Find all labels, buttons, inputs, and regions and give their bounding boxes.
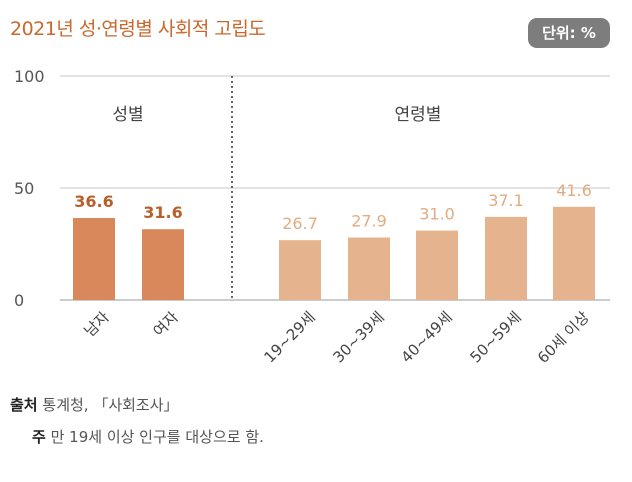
bar <box>553 206 595 300</box>
data-label: 27.9 <box>351 212 387 231</box>
bar <box>73 218 115 300</box>
data-label: 31.6 <box>143 203 182 222</box>
bar <box>348 237 390 300</box>
data-label: 31.0 <box>419 205 455 224</box>
group-label: 연령별 <box>395 105 442 125</box>
y-tick-label: 100 <box>14 67 45 86</box>
data-label: 37.1 <box>488 191 524 210</box>
note-text: 만 19세 이상 인구를 대상으로 함. <box>50 428 264 446</box>
bar <box>142 229 184 300</box>
x-tick-label: 40~49세 <box>397 308 455 366</box>
group-label: 성별 <box>112 105 143 125</box>
y-tick-label: 0 <box>14 291 24 310</box>
unit-badge: 단위: % <box>528 18 610 48</box>
bar <box>416 230 458 300</box>
x-tick-label: 여자 <box>150 308 182 340</box>
note-line: 주 만 19세 이상 인구를 대상으로 함. <box>32 426 264 447</box>
source-line: 출처 통계청, 「사회조사」 <box>10 394 179 415</box>
chart-title: 2021년 성·연령별 사회적 고립도 <box>10 18 266 40</box>
y-tick-label: 50 <box>14 179 34 198</box>
x-tick-label: 30~39세 <box>329 308 387 366</box>
data-label: 41.6 <box>556 181 592 200</box>
source-text: 통계청, 「사회조사」 <box>42 396 179 414</box>
source-label: 출처 <box>10 396 38 414</box>
x-tick-label: 19~29세 <box>260 308 318 366</box>
bar <box>485 216 527 300</box>
data-label: 36.6 <box>74 192 113 211</box>
note-label: 주 <box>32 428 46 446</box>
bar-chart: 0 50 100 성별 36.6 남자 31.6 여자 연령별 26.7 19~29세 27.9 30~… <box>14 67 610 367</box>
x-tick-label: 남자 <box>81 308 113 340</box>
x-tick-label: 50~59세 <box>466 308 524 366</box>
data-label: 26.7 <box>282 214 318 233</box>
x-tick-label: 60세 이상 <box>534 308 593 367</box>
bar <box>279 240 321 300</box>
